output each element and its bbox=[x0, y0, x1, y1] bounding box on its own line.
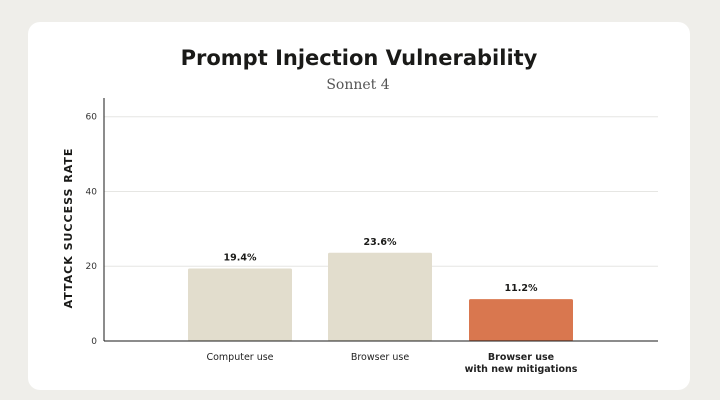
category-label: Browser use bbox=[488, 352, 554, 363]
data-label: 23.6% bbox=[364, 237, 397, 248]
y-tick-label: 60 bbox=[86, 113, 98, 123]
y-tick-labels: 0 20 40 60 bbox=[86, 113, 98, 347]
category-label: Computer use bbox=[206, 352, 273, 363]
data-labels: 19.4% 23.6% 11.2% bbox=[224, 237, 538, 294]
bars bbox=[188, 252, 573, 341]
data-label: 11.2% bbox=[505, 283, 538, 294]
data-label: 19.4% bbox=[224, 252, 257, 263]
bar bbox=[469, 299, 573, 341]
y-axis-label: ATTACK SUCCESS RATE bbox=[62, 148, 75, 309]
bar bbox=[188, 268, 292, 341]
chart-subtitle: Sonnet 4 bbox=[326, 77, 389, 93]
y-tick-label: 0 bbox=[91, 337, 97, 347]
category-label: Browser use bbox=[351, 352, 409, 363]
bar bbox=[328, 252, 432, 341]
category-label: with new mitigations bbox=[465, 364, 578, 375]
y-tick-label: 40 bbox=[86, 187, 98, 197]
chart-title: Prompt Injection Vulnerability bbox=[181, 46, 538, 70]
y-tick-label: 20 bbox=[86, 262, 98, 272]
